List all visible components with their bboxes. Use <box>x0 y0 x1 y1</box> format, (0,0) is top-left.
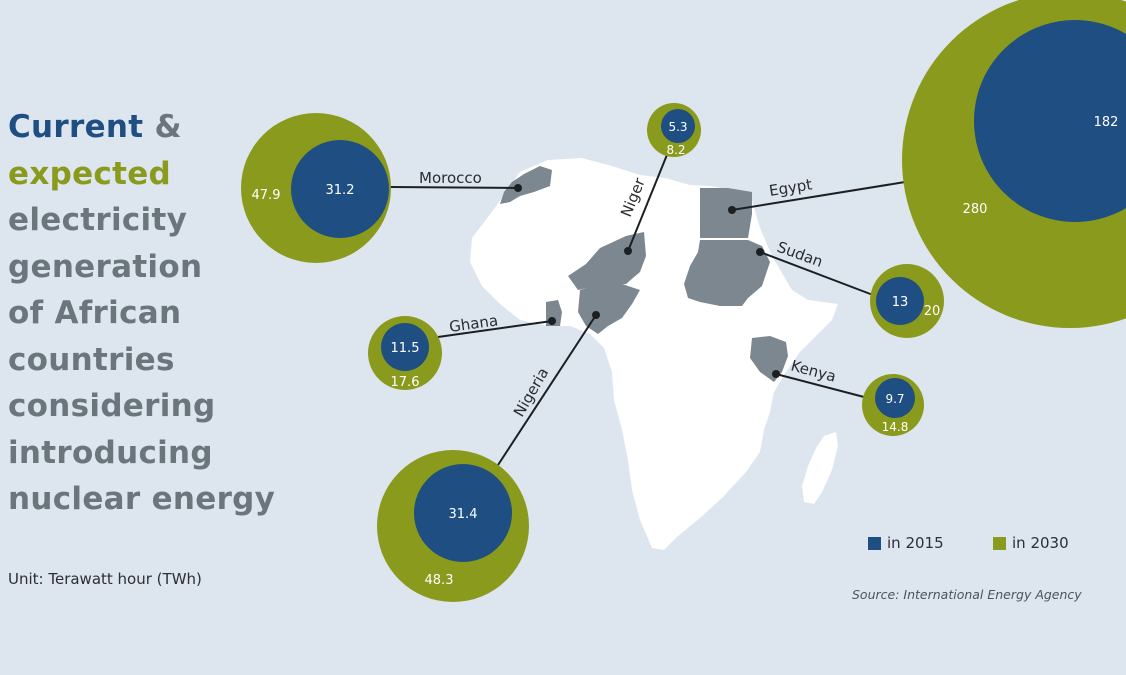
egypt-2015-circle <box>974 20 1126 222</box>
kenya-2030-value: 14.8 <box>882 420 909 434</box>
connector-lines <box>389 139 906 466</box>
title-expected: expected <box>8 155 172 192</box>
dot-sudan <box>756 248 764 256</box>
morocco-2030-value: 47.9 <box>252 188 281 203</box>
legend-2030: in 2030 <box>993 534 1069 552</box>
infographic-title: Current & expected electricity generatio… <box>8 104 275 523</box>
dot-kenya <box>772 370 780 378</box>
dot-ghana <box>548 317 556 325</box>
title-line-7: considering <box>8 388 216 424</box>
sudan-2015-value: 13 <box>892 295 909 310</box>
bubble-egypt: 182 280 <box>902 0 1126 328</box>
dot-morocco <box>514 184 522 192</box>
title-line-5: of African <box>8 295 182 331</box>
nigeria-shape <box>578 284 640 334</box>
label-ghana: Ghana <box>448 311 499 336</box>
connector-ghana <box>437 320 553 338</box>
dot-niger <box>624 247 632 255</box>
egypt-shape <box>700 188 752 238</box>
sudan-2015-circle <box>876 277 924 325</box>
source-label: Source: International Energy Agency <box>852 587 1082 602</box>
niger-2015-value: 5.3 <box>668 120 687 134</box>
niger-2030-value: 8.2 <box>666 143 685 157</box>
connector-kenya <box>775 373 865 398</box>
label-sudan: Sudan <box>775 238 826 271</box>
title-line-4: generation <box>8 248 203 285</box>
morocco-2015-circle <box>291 140 389 238</box>
nigeria-2030-value: 48.3 <box>425 573 454 588</box>
unit-label: Unit: Terawatt hour (TWh) <box>8 570 202 588</box>
label-morocco: Morocco <box>419 169 482 187</box>
egypt-2015-value: 182 <box>1094 115 1119 130</box>
legend-2030-label: in 2030 <box>1012 534 1069 552</box>
egypt-2030-value: 280 <box>963 202 988 217</box>
ghana-2015-value: 11.5 <box>391 341 420 356</box>
bubble-nigeria: 31.4 48.3 <box>377 450 529 602</box>
dot-egypt <box>728 206 736 214</box>
title-line-6: countries <box>8 341 175 378</box>
niger-2015-circle <box>661 109 695 143</box>
kenya-shape <box>750 336 788 382</box>
bubble-niger: 5.3 8.2 <box>647 103 701 157</box>
niger-shape <box>568 232 646 290</box>
sudan-shape <box>684 240 770 306</box>
bubble-ghana: 11.5 17.6 <box>368 316 442 390</box>
connector-morocco <box>389 186 519 189</box>
madagascar <box>802 432 838 504</box>
kenya-2015-circle <box>875 378 915 418</box>
kenya-2015-value: 9.7 <box>885 392 904 406</box>
nigeria-2015-circle <box>414 464 512 562</box>
legend-2015: in 2015 <box>868 534 944 552</box>
label-egypt: Egypt <box>768 175 814 200</box>
dot-nigeria <box>592 311 600 319</box>
title-line-3: electricity <box>8 202 188 238</box>
sudan-2030-value: 20 <box>924 304 941 319</box>
bubble-morocco: 31.2 47.9 <box>241 113 391 263</box>
ghana-2030-value: 17.6 <box>391 375 420 390</box>
connector-niger <box>627 139 674 252</box>
title-line-1: Current & <box>8 104 275 151</box>
nigeria-2015-value: 31.4 <box>449 507 478 522</box>
bubble-sudan: 13 20 <box>870 264 944 338</box>
title-ampersand: & <box>143 109 182 145</box>
connector-nigeria <box>497 314 597 466</box>
morocco-shape <box>500 166 552 204</box>
ghana-2015-circle <box>381 323 429 371</box>
title-line-9: nuclear energy <box>8 481 276 517</box>
legend-2030-swatch <box>993 536 1006 550</box>
connector-egypt <box>731 181 906 211</box>
connector-sudan <box>759 251 874 296</box>
legend-2015-label: in 2015 <box>887 534 944 552</box>
connector-dots <box>514 184 780 378</box>
bubble-kenya: 9.7 14.8 <box>862 374 924 436</box>
legend-2015-swatch <box>868 536 881 550</box>
label-kenya: Kenya <box>789 356 838 385</box>
title-current: Current <box>8 109 144 145</box>
morocco-2015-value: 31.2 <box>326 183 355 198</box>
title-line-8: introducing <box>8 434 213 471</box>
